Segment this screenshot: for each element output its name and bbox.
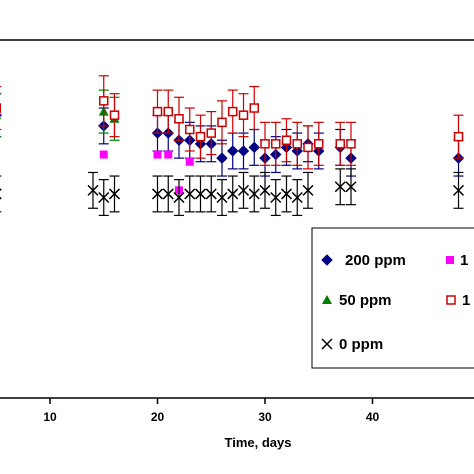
data-point: [174, 114, 184, 124]
legend-label-red: 1: [462, 292, 470, 309]
data-point: [334, 181, 346, 193]
x-tick-label: 30: [258, 410, 272, 424]
data-point: [216, 152, 228, 164]
data-point: [194, 188, 207, 200]
data-point: [185, 157, 194, 166]
data-point: [173, 191, 185, 204]
data-point: [228, 106, 238, 117]
data-point: [153, 150, 162, 159]
data-point: [0, 113, 2, 118]
legend-label-0ppm: 0 ppm: [339, 336, 383, 353]
data-point: [0, 188, 2, 200]
data-point: [164, 150, 173, 159]
legend-marker: [446, 256, 454, 264]
data-point: [98, 191, 110, 204]
data-point: [321, 338, 333, 350]
data-point: [237, 145, 250, 157]
plot-border: [0, 39, 474, 399]
series-200-ppm: [0, 93, 465, 177]
data-point: [248, 141, 260, 154]
data-point: [87, 184, 99, 196]
data-point: [453, 131, 464, 142]
data-point: [291, 191, 303, 204]
data-point: [314, 139, 324, 149]
data-point: [271, 139, 281, 149]
legend-label-magenta: 1: [460, 252, 468, 269]
data-point: [108, 188, 121, 200]
data-point: [446, 295, 456, 305]
data-point: [303, 142, 313, 153]
data-point: [0, 116, 2, 120]
data-point: [259, 184, 271, 196]
data-point: [302, 184, 314, 196]
x-tick-label: 10: [43, 410, 57, 424]
series-1: [0, 75, 464, 170]
data-point: [185, 124, 195, 135]
data-point: [446, 256, 454, 264]
data-point: [163, 106, 173, 117]
legend-marker: [322, 295, 332, 304]
data-point: [184, 188, 196, 200]
data-point: [452, 184, 465, 196]
data-point: [162, 188, 174, 200]
data-point: [99, 150, 108, 159]
data-point: [260, 139, 270, 149]
series-0-ppm: [0, 168, 465, 217]
data-point: [99, 96, 109, 106]
data-point: [346, 139, 356, 149]
legend-marker: [321, 338, 333, 350]
x-tick-label: 20: [151, 410, 165, 424]
data-point: [151, 188, 164, 200]
x-tick-label: 40: [366, 410, 380, 424]
data-point: [270, 191, 282, 204]
data-point: [216, 191, 228, 204]
data-point: [205, 188, 217, 200]
plot-area: [0, 39, 474, 399]
data-point: [227, 145, 239, 157]
data-point: [227, 188, 239, 200]
data-point: [292, 139, 302, 149]
data-point: [322, 295, 332, 304]
data-point: [248, 188, 260, 200]
series-1: [0, 107, 194, 195]
data-point: [109, 110, 120, 120]
legend-marker: [321, 254, 333, 266]
data-point: [281, 135, 292, 145]
data-point: [195, 131, 206, 142]
data-point: [321, 254, 333, 266]
data-point: [237, 184, 250, 196]
data-marks: [0, 75, 465, 217]
data-point: [238, 110, 249, 120]
x-axis-ticks: 10 20 30 40: [43, 398, 379, 424]
legend-marker: [446, 295, 456, 305]
data-point: [206, 128, 216, 138]
legend-label-200ppm: 200 ppm: [345, 252, 406, 269]
data-point: [217, 117, 227, 128]
data-point: [152, 106, 163, 117]
legend: 200 ppm 1 50 ppm 1 0 ppm: [311, 227, 474, 369]
data-point: [335, 139, 345, 149]
data-point: [345, 181, 357, 193]
legend-label-50ppm: 50 ppm: [339, 292, 392, 309]
data-point: [280, 188, 293, 200]
x-axis-title: Time, days: [225, 435, 292, 450]
data-point: [249, 103, 259, 113]
